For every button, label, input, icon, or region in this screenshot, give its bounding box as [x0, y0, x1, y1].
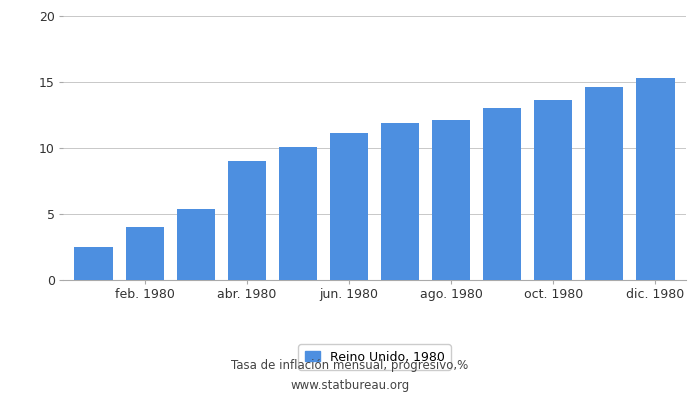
Text: www.statbureau.org: www.statbureau.org — [290, 380, 410, 392]
Bar — [176, 209, 215, 280]
Bar — [330, 134, 368, 280]
Bar — [432, 120, 470, 280]
Bar — [381, 123, 419, 280]
Bar — [534, 100, 573, 280]
Bar — [279, 147, 317, 280]
Bar — [636, 78, 675, 280]
Bar — [74, 247, 113, 280]
Bar — [483, 108, 522, 280]
Bar — [585, 87, 624, 280]
Text: Tasa de inflación mensual, progresivo,%: Tasa de inflación mensual, progresivo,% — [232, 360, 468, 372]
Bar — [125, 227, 164, 280]
Bar — [228, 161, 266, 280]
Legend: Reino Unido, 1980: Reino Unido, 1980 — [298, 344, 451, 370]
